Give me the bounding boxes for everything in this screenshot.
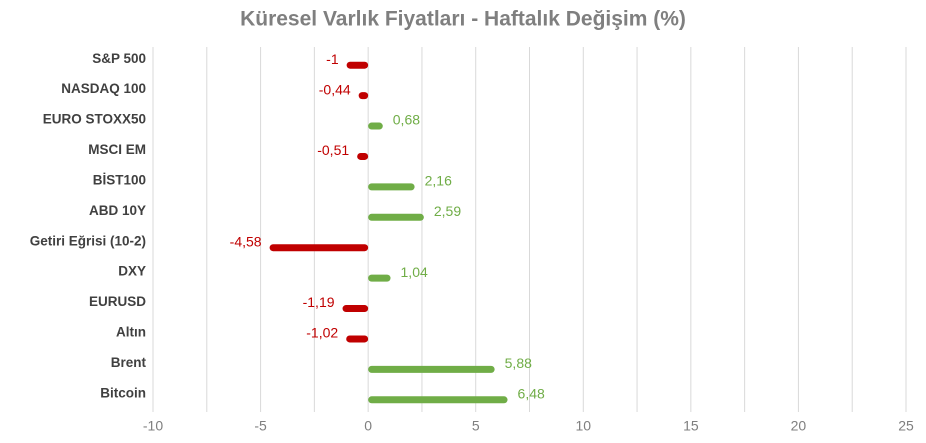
y-tick-label: ABD 10Y: [89, 203, 146, 218]
y-tick-label: S&P 500: [92, 51, 146, 66]
value-label: -1,19: [303, 294, 335, 310]
x-tick-label: -5: [254, 418, 267, 434]
bar: [368, 213, 424, 221]
y-tick-label: BİST100: [93, 172, 146, 187]
x-tick-label: 15: [683, 418, 699, 434]
value-label: 2,59: [434, 203, 461, 219]
bar: [368, 122, 383, 130]
bar: [346, 61, 369, 69]
x-tick-label: -10: [143, 418, 163, 434]
value-label: 5,88: [505, 355, 532, 371]
y-tick-label: Getiri Eğrisi (10-2): [30, 233, 146, 248]
bar: [368, 396, 508, 404]
value-label: -4,58: [230, 233, 262, 249]
y-tick-label: EURO STOXX50: [43, 112, 146, 127]
value-label: -1,02: [306, 325, 338, 341]
value-label: -0,51: [317, 142, 349, 158]
y-tick-label: Bitcoin: [100, 385, 146, 400]
bar: [368, 365, 495, 373]
bar: [346, 335, 369, 343]
x-tick-label: 5: [472, 418, 480, 434]
bar: [368, 183, 415, 191]
y-tick-label: NASDAQ 100: [61, 81, 146, 96]
value-label: 2,16: [425, 173, 452, 189]
bar: [269, 244, 369, 252]
bar: [357, 152, 369, 160]
value-label: 0,68: [393, 112, 420, 128]
y-tick-label: Altın: [116, 325, 146, 340]
bar: [342, 305, 369, 313]
y-tick-label: Brent: [111, 355, 147, 370]
value-label: -0,44: [319, 81, 351, 97]
value-label: -1: [326, 51, 339, 67]
value-label: 1,04: [401, 264, 428, 280]
x-tick-label: 25: [898, 418, 914, 434]
bar: [358, 92, 369, 100]
value-label: 6,48: [518, 385, 545, 401]
chart-title: Küresel Varlık Fiyatları - Haftalık Deği…: [240, 8, 686, 31]
x-tick-label: 10: [575, 418, 591, 434]
bar: [368, 274, 391, 282]
y-tick-label: EURUSD: [89, 294, 146, 309]
y-tick-label: DXY: [118, 264, 146, 279]
x-tick-label: 0: [364, 418, 372, 434]
y-tick-label: MSCI EM: [88, 142, 146, 157]
x-tick-label: 20: [791, 418, 807, 434]
